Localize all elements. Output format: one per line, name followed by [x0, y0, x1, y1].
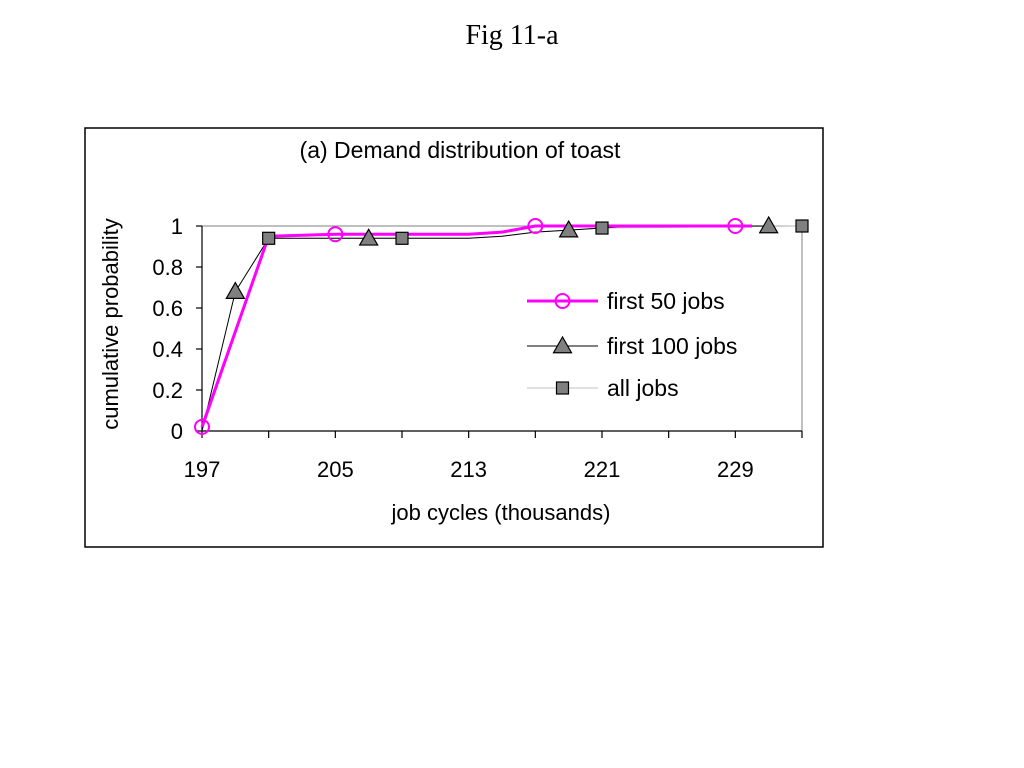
legend-marker: [555, 381, 570, 395]
y-tick-label: 0: [171, 419, 183, 444]
series-point-1: [225, 281, 246, 299]
x-tick-label: 213: [450, 457, 487, 482]
series-point-2: [795, 219, 809, 233]
series-point-1: [558, 219, 579, 238]
legend-label: all jobs: [607, 375, 679, 401]
series-point-0: [727, 218, 744, 234]
x-tick-label: 197: [184, 457, 221, 482]
legend-label: first 100 jobs: [607, 333, 737, 359]
y-tick-label: 0.8: [152, 255, 183, 280]
y-tick-label: 0.4: [152, 337, 183, 362]
series-point-2: [395, 231, 409, 245]
x-tick-label: 229: [717, 457, 754, 482]
series-line-0: [200, 224, 752, 428]
x-axis-label: job cycles (thousands): [391, 500, 611, 525]
y-tick-label: 0.6: [152, 296, 183, 321]
x-tick-label: 205: [317, 457, 354, 482]
series-point-0: [327, 226, 344, 243]
legend: first 50 jobs first 100 jobs all jobs: [527, 288, 737, 401]
y-axis-label: cumulative probability: [98, 218, 123, 430]
series-point-2: [262, 231, 276, 245]
series-point-0: [527, 218, 544, 234]
series-point-2: [595, 221, 609, 235]
y-tick-label: 0.2: [152, 378, 183, 403]
chart-title: (a) Demand distribution of toast: [300, 137, 621, 163]
series-point-1: [358, 228, 379, 246]
page-title: Fig 11-a: [465, 20, 559, 51]
plot-area: 0 0.2 0.4 0.6 0.8 1 197 205 213 221 229: [152, 214, 809, 482]
legend-marker: [552, 335, 573, 354]
series-point-0: [194, 418, 210, 435]
legend-marker: [554, 293, 571, 309]
legend-label: first 50 jobs: [607, 288, 725, 314]
chart-frame: [84, 127, 824, 548]
series-point-1: [758, 215, 779, 234]
x-tick-label: 221: [584, 457, 621, 482]
y-tick-label: 1: [171, 214, 183, 239]
